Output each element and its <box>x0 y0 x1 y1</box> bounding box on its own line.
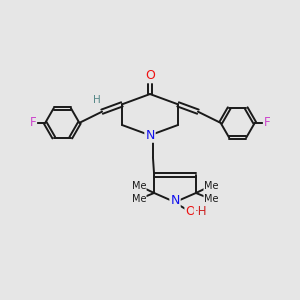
Text: F: F <box>264 116 271 129</box>
Text: F: F <box>29 116 36 129</box>
Text: Me: Me <box>132 194 146 205</box>
Text: Me: Me <box>204 181 218 190</box>
Text: O: O <box>145 69 155 82</box>
Text: Me: Me <box>132 181 146 190</box>
Text: O: O <box>185 205 195 218</box>
Text: Me: Me <box>204 194 218 205</box>
Text: ·H: ·H <box>194 205 207 218</box>
Text: N: N <box>145 129 155 142</box>
Text: H: H <box>93 95 100 106</box>
Text: N: N <box>170 194 180 207</box>
